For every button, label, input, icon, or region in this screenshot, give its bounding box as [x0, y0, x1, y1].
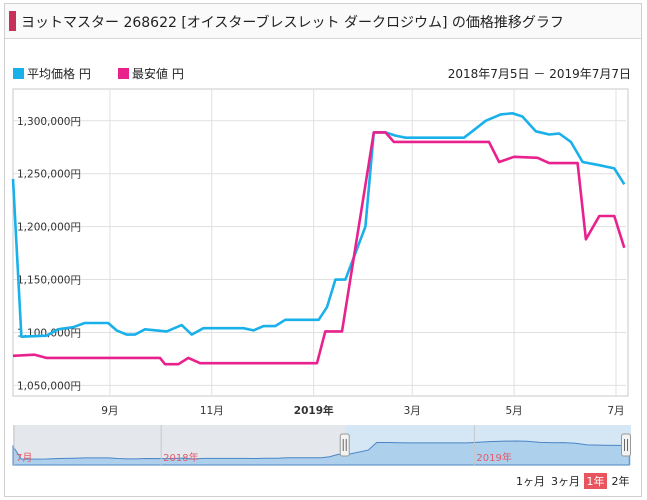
legend-swatch-avg: [13, 68, 24, 79]
navigator[interactable]: 7月 2018年 2019年: [12, 425, 631, 466]
y-axis-ticks: 1,050,000円1,100,000円1,150,000円1,200,000円…: [17, 116, 81, 393]
page-title: ヨットマスター 268622 [オイスターブレスレット ダークロジウム] の価格…: [21, 15, 564, 31]
chart-header: ヨットマスター 268622 [オイスターブレスレット ダークロジウム] の価格…: [5, 4, 641, 39]
x-tick-label: 5月: [505, 405, 522, 417]
y-tick-label: 1,300,000円: [17, 116, 81, 128]
navigator-series-area: [12, 440, 630, 466]
navigator-label: 2018年: [163, 451, 198, 464]
legend-label-avg: 平均価格 円: [27, 66, 91, 81]
legend: 平均価格 円 最安値 円: [13, 66, 184, 81]
range-button-bg: [514, 473, 547, 489]
range-button-label: 3ヶ月: [551, 475, 580, 488]
legend-swatch-min: [118, 68, 129, 79]
navigator-handle-left-grip: [339, 433, 350, 457]
x-tick-label: 2019年: [294, 404, 334, 417]
range-button-bg: [549, 473, 582, 489]
series-lines: [11, 112, 626, 366]
navigator-label: 2019年: [476, 451, 511, 464]
legend-item-min[interactable]: 最安値 円: [118, 66, 184, 81]
navigator-label: 7月: [16, 452, 32, 464]
x-tick-label: 7月: [607, 405, 624, 417]
x-tick-label: 9月: [101, 405, 118, 417]
y-tick-label: 1,150,000円: [17, 275, 81, 287]
range-button-3[interactable]: 2年: [609, 473, 632, 489]
series-line-min: [12, 131, 626, 366]
x-tick-label: 3月: [404, 405, 421, 417]
y-tick-label: 1,050,000円: [17, 380, 81, 392]
navigator-handle-right-grip: [621, 433, 631, 457]
range-selector: 1ヶ月 3ヶ月 1年 2年: [514, 473, 632, 489]
range-button-0[interactable]: 1ヶ月: [514, 473, 547, 489]
range-button-bg: [609, 473, 632, 489]
navigator-handle-left[interactable]: [339, 433, 350, 457]
range-button-label: 1年: [587, 474, 605, 488]
gridlines: [13, 89, 626, 396]
range-button-1[interactable]: 3ヶ月: [549, 473, 582, 489]
x-tick-label: 11月: [200, 405, 224, 417]
x-axis-ticks: 9月 11月 2019年 3月 5月 7月: [101, 404, 624, 417]
navigator-labels: 7月 2018年 2019年: [13, 425, 512, 465]
legend-item-avg[interactable]: 平均価格 円: [13, 66, 91, 81]
date-range-label: 2018年7月5日 － 2019年7月7日: [448, 67, 631, 81]
range-button-label: 1ヶ月: [516, 475, 545, 488]
header-accent-bar: [9, 11, 16, 31]
range-button-bg: [584, 473, 607, 489]
range-button-2[interactable]: 1年: [584, 473, 607, 489]
plot-border: [12, 88, 629, 397]
legend-label-min: 最安値 円: [132, 66, 184, 81]
y-tick-label: 1,250,000円: [17, 169, 81, 181]
range-button-label: 2年: [612, 474, 630, 488]
y-tick-label: 1,200,000円: [17, 222, 81, 234]
series-line-avg: [11, 112, 626, 339]
navigator-handle-right[interactable]: [621, 433, 631, 457]
